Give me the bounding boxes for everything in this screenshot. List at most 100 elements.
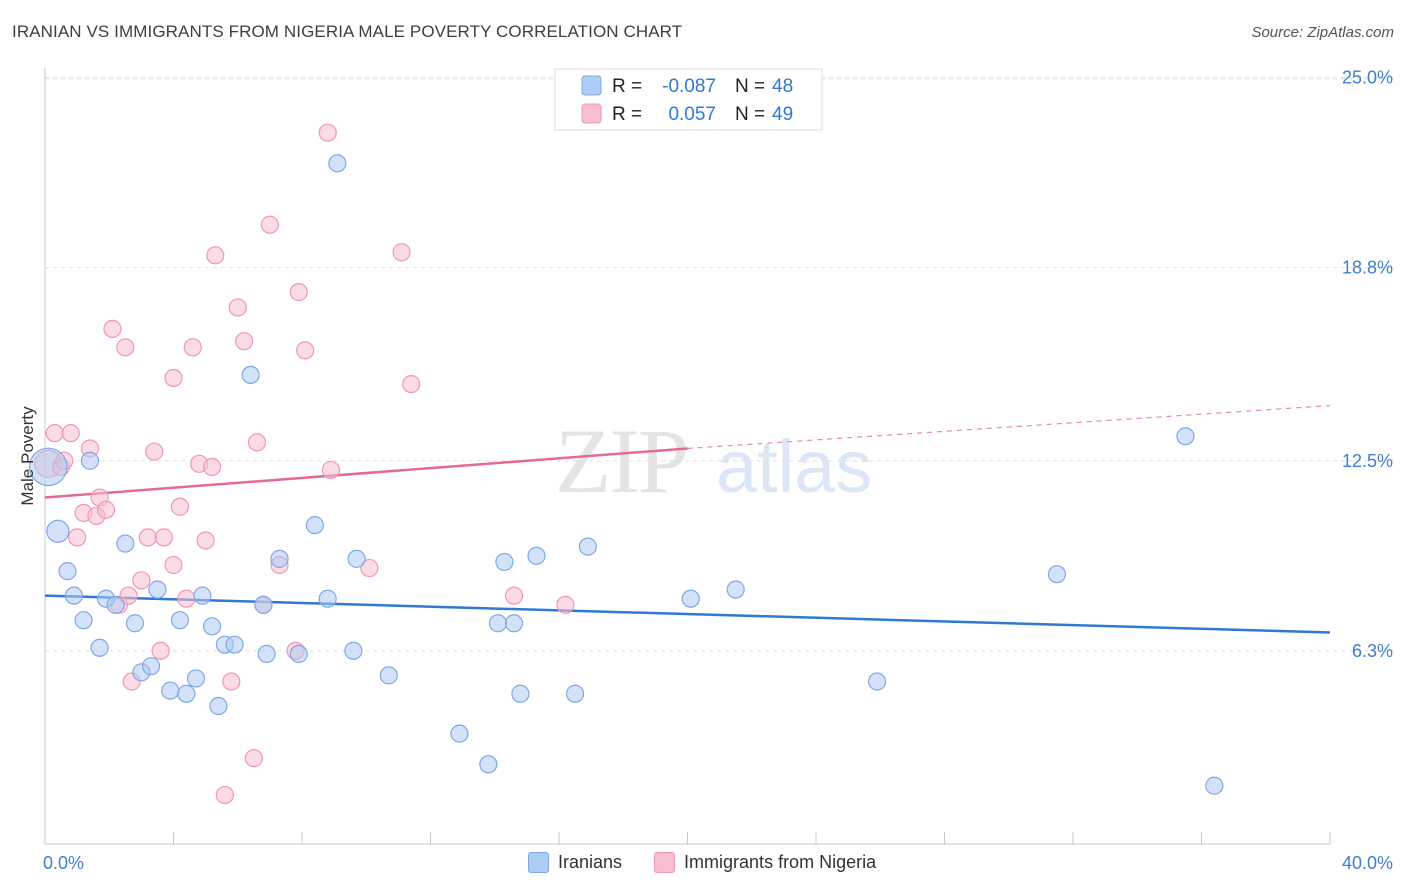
iranians-point [289,644,308,664]
iranians-point [241,365,260,385]
axes [44,68,1331,845]
iranians-point [344,641,363,660]
nigeria-point [289,283,308,302]
iranians-point [209,696,228,716]
iranians-point [1205,776,1224,795]
iranians-point [1176,427,1195,446]
y-tick-label: 18.8% [1342,258,1393,278]
nigeria-point [392,243,411,262]
iranians-point [495,552,514,572]
iranians-point [527,546,546,565]
iranians-point [347,549,366,568]
chart-title: IRANIAN VS IMMIGRANTS FROM NIGERIA MALE … [12,22,683,41]
iranians-point [170,611,190,630]
nigeria-point [103,319,122,339]
iranians-point [148,580,167,599]
legend-n-label-2: N = [735,104,765,125]
nigeria-point [164,368,183,388]
iranians-point [177,684,196,703]
iranians-point [726,580,745,599]
iranians-point [488,614,508,633]
correlation-legend: R = -0.087 N = 48 R = 0.057 N = 49 [554,68,823,131]
nigeria-point [170,497,190,516]
nigeria-point [61,424,80,443]
iranians-point [270,549,289,568]
nigeria-point [402,375,421,394]
nigeria-point [96,500,116,519]
iranians-point [565,684,585,703]
nigeria-point [119,586,138,605]
nigeria-point [321,460,341,480]
iranians-point [450,724,469,743]
nigeria-point [154,528,173,547]
legend-label-nigeria: Immigrants from Nigeria [684,852,877,872]
legend-label-iranians: Iranians [558,852,623,872]
nigeria-point [235,332,254,351]
data-points [28,123,1224,805]
nigeria-point [138,528,157,547]
legend-r-label-2: R = [612,104,642,125]
y-tick-label: 6.3% [1352,641,1393,661]
nigeria-point [504,586,524,605]
nigeria-point [260,215,279,234]
series-legend: Iranians Immigrants from Nigeria [528,852,898,873]
nigeria-point [183,338,202,357]
iranians-point [578,537,598,556]
iranians-point [193,586,212,605]
nigeria-point [45,424,64,443]
legend-item-nigeria[interactable]: Immigrants from Nigeria [654,852,876,873]
legend-swatch-iranians-bottom [528,852,549,873]
iranians-point [257,644,276,664]
nigeria-point [145,442,164,461]
legend-n-value-2: 49 [772,104,793,125]
legend-swatch-iranians [581,75,602,96]
iranians-point [511,684,530,703]
y-axis-label: Male Poverty [18,406,37,506]
x-tick-label-min: 0.0% [43,853,84,873]
iranians-point [867,672,887,691]
nigeria-point [360,558,379,578]
iranians-point [225,635,244,654]
iranians-point [80,451,100,470]
nigeria-trend-line [44,447,688,499]
iranians-point [161,681,180,700]
legend-item-iranians[interactable]: Iranians [528,852,622,873]
nigeria-point [116,338,135,357]
iranians-point [681,589,700,608]
nigeria-point [164,555,183,575]
nigeria-point [196,531,215,550]
iranians-point [46,519,70,543]
iranians-point [125,614,145,633]
iranians-point [504,614,524,633]
iranians-point [379,666,398,685]
y-tick-label: 25.0% [1342,68,1393,88]
legend-r-label-1: R = [612,76,642,97]
nigeria-point [132,571,151,590]
iranians-point [479,755,498,774]
legend-swatch-nigeria-bottom [654,852,676,873]
iranians-point [58,562,77,581]
gridlines [45,77,1393,652]
iranians-point [141,657,161,676]
iranians-point [106,595,125,614]
nigeria-point [228,298,247,317]
y-tick-labels: 6.3% 12.5% 18.8% 25.0% [1342,68,1393,661]
iranians-point [254,595,273,614]
nigeria-point [151,641,170,660]
nigeria-point [556,595,575,614]
iranians-point [1047,565,1067,584]
iranians-point [90,638,109,657]
nigeria-point [244,749,263,768]
nigeria-point [206,246,225,265]
nigeria-point [177,589,196,608]
iranians-point [64,586,84,605]
nigeria-point [68,528,87,547]
iranians-point [318,589,337,608]
nigeria-point [318,123,337,142]
iranians-point [202,617,222,636]
source-label: Source: ZipAtlas.com [1251,24,1394,41]
iranians-point [186,669,206,688]
x-tick-label-max: 40.0% [1342,853,1393,873]
nigeria-point [202,457,222,476]
